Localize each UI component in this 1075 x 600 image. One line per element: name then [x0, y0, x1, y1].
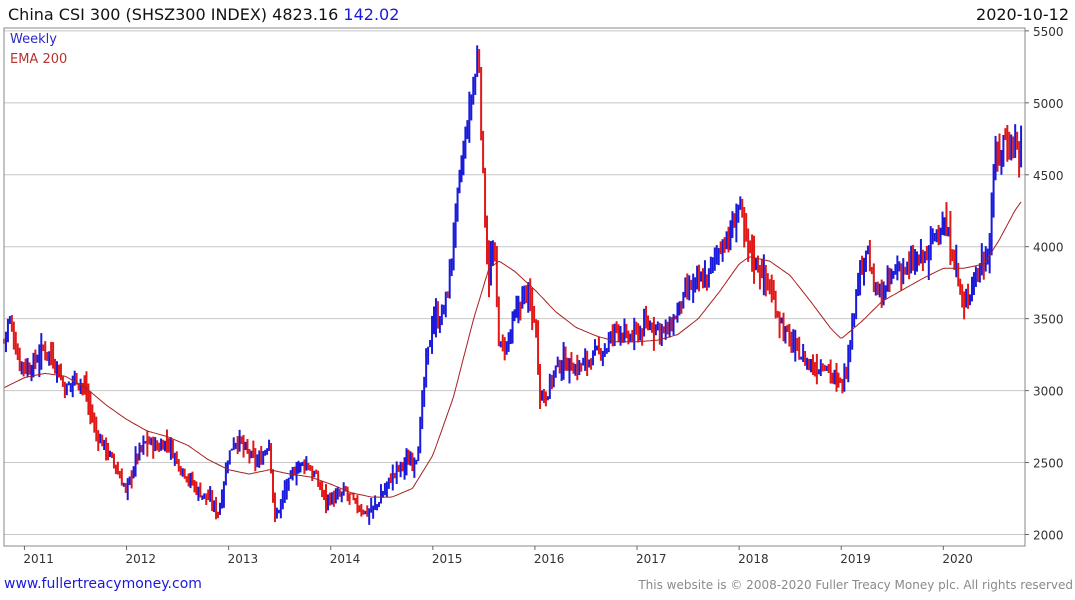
price-change: 142.02	[343, 5, 400, 24]
x-tick-label: 2012	[126, 552, 157, 566]
chart-date: 2020-10-12	[976, 5, 1069, 24]
x-tick-label: 2014	[330, 552, 361, 566]
last-price: 4823.16	[272, 5, 339, 24]
x-tick-label: 2020	[942, 552, 973, 566]
legend-ema: EMA 200	[10, 52, 68, 67]
x-tick-label: 2017	[636, 552, 667, 566]
y-tick-label: 3000	[1033, 385, 1064, 399]
ema-200-line	[3, 201, 1022, 498]
y-tick-label: 4000	[1033, 241, 1064, 255]
y-axis: 2000 2500 3000 3500 4000 4500 5000 5500	[1025, 25, 1064, 542]
y-tick-label: 3500	[1033, 313, 1064, 327]
y-tick-label: 5500	[1033, 25, 1064, 39]
x-tick-label: 2018	[738, 552, 769, 566]
x-tick-label: 2019	[840, 552, 871, 566]
x-tick-label: 2011	[23, 552, 54, 566]
y-tick-label: 2000	[1033, 528, 1064, 542]
x-tick-label: 2013	[228, 552, 259, 566]
x-tick-label: 2016	[534, 552, 565, 566]
y-tick-label: 4500	[1033, 169, 1064, 183]
y-tick-label: 5000	[1033, 97, 1064, 111]
copyright-notice: This website is © 2008-2020 Fuller Treac…	[638, 578, 1073, 592]
chart-header: China CSI 300 (SHSZ300 INDEX) 4823.16 14…	[8, 5, 399, 24]
plot-frame	[3, 27, 1026, 547]
site-link[interactable]: www.fullertreacymoney.com	[4, 576, 202, 592]
legend-weekly: Weekly	[10, 32, 57, 47]
chart-title: China CSI 300 (SHSZ300 INDEX)	[8, 5, 268, 24]
grid-lines	[4, 30, 1025, 535]
weekly-price-bars	[3, 45, 1023, 525]
x-tick-label: 2015	[432, 552, 463, 566]
x-axis: 2011 2012 2013 2014 2015 2016 2017 2018 2019 2020	[23, 546, 973, 566]
y-tick-label: 2500	[1033, 457, 1064, 471]
